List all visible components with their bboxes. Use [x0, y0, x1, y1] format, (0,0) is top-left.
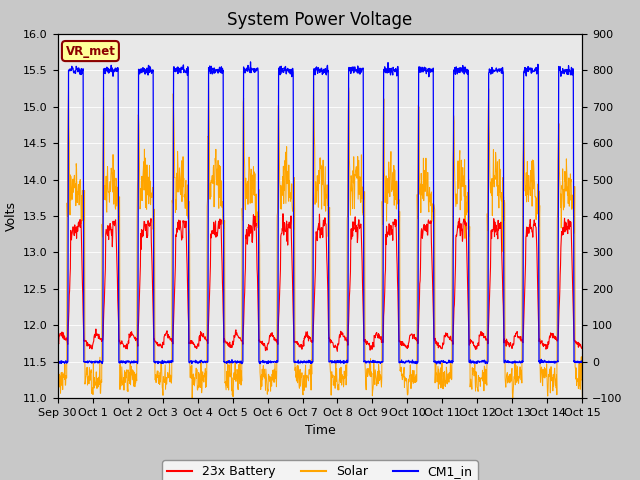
CM1_in [433, 361, 440, 367]
23x Battery [579, 345, 586, 350]
CM1_in [402, 359, 410, 365]
Solar [54, 388, 61, 394]
Solar [470, 371, 478, 376]
Y-axis label: Volts: Volts [4, 201, 17, 231]
CM1_in [170, 69, 178, 74]
CM1_in [246, 59, 254, 65]
23x Battery [157, 345, 165, 350]
23x Battery [54, 338, 61, 344]
CM1_in [517, 360, 525, 366]
Solar [188, 396, 196, 401]
23x Battery [279, 211, 287, 216]
23x Battery [170, 296, 178, 301]
Line: CM1_in: CM1_in [58, 62, 582, 364]
CM1_in [579, 359, 586, 365]
Solar [402, 378, 410, 384]
23x Battery [470, 343, 478, 348]
Title: System Power Voltage: System Power Voltage [227, 11, 413, 29]
CM1_in [229, 359, 237, 364]
CM1_in [54, 359, 61, 364]
23x Battery [402, 343, 410, 348]
23x Battery [229, 342, 237, 348]
Solar [157, 362, 165, 368]
Line: Solar: Solar [58, 79, 582, 398]
CM1_in [470, 360, 478, 365]
Solar [579, 394, 586, 400]
23x Battery [517, 334, 525, 339]
Solar [170, 141, 178, 146]
CM1_in [157, 360, 165, 365]
X-axis label: Time: Time [305, 424, 335, 437]
Legend: 23x Battery, Solar, CM1_in: 23x Battery, Solar, CM1_in [163, 460, 477, 480]
Solar [230, 383, 237, 389]
23x Battery [333, 348, 341, 354]
Line: 23x Battery: 23x Battery [58, 214, 582, 351]
Text: VR_met: VR_met [65, 45, 115, 58]
Solar [310, 76, 317, 82]
Solar [517, 372, 525, 377]
